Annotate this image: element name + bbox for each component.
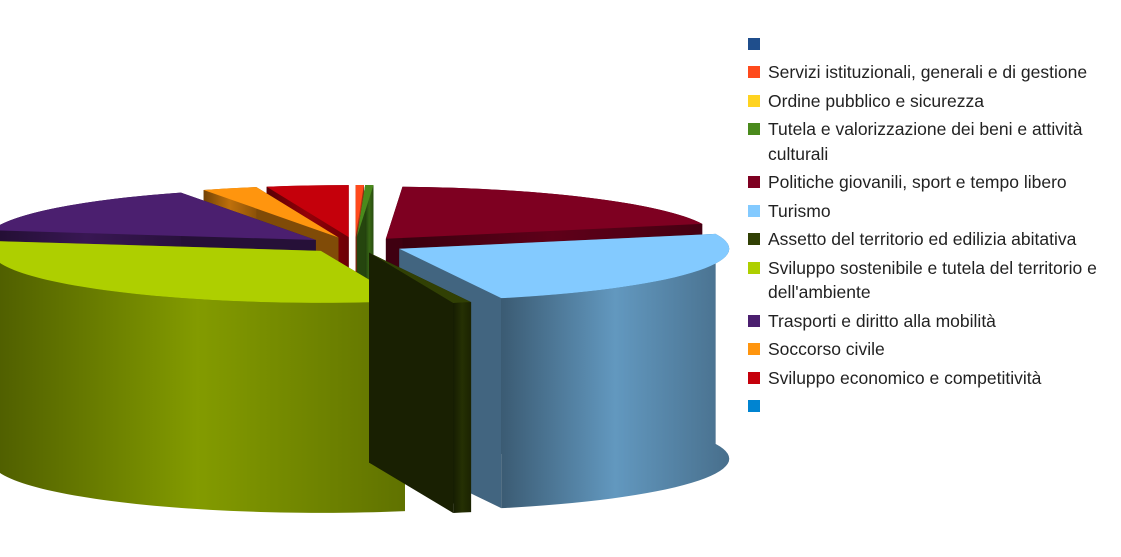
legend-label: Trasporti e diritto alla mobilità bbox=[768, 310, 996, 331]
legend-item: Soccorso civile bbox=[748, 337, 1116, 362]
legend-swatch bbox=[748, 343, 760, 355]
pie-slice-top bbox=[203, 187, 339, 238]
pie-slice-wall bbox=[369, 252, 454, 513]
legend-label: Soccorso civile bbox=[768, 339, 885, 359]
legend-swatch bbox=[748, 371, 760, 384]
pie-slice-top bbox=[369, 252, 472, 303]
legend-swatch bbox=[748, 204, 760, 217]
legend-label: Sviluppo economico e competitività bbox=[768, 367, 1042, 388]
legend-item: Trasporti e diritto alla mobilità bbox=[748, 309, 1116, 334]
pie-slice-top bbox=[266, 185, 349, 238]
legend-swatch bbox=[748, 176, 760, 188]
legend-item bbox=[748, 394, 1116, 418]
legend-label: Politiche giovanili, sport e tempo liber… bbox=[768, 172, 1067, 192]
legend-swatch bbox=[748, 123, 760, 135]
legend-item: Sviluppo sostenibile e tutela del territ… bbox=[748, 256, 1116, 305]
legend-label: Sviluppo sostenibile e tutela del territ… bbox=[768, 257, 1097, 303]
pie-slice-top bbox=[356, 185, 374, 238]
legend-item: Servizi istituzionali, generali e di ges… bbox=[748, 60, 1116, 85]
legend-item bbox=[748, 32, 1116, 56]
legend-label: Servizi istituzionali, generali e di ges… bbox=[768, 62, 1088, 82]
pie-slice-top bbox=[385, 186, 703, 239]
pie-slice-side bbox=[0, 262, 405, 513]
legend-swatch bbox=[748, 314, 760, 327]
pie-slice-side bbox=[453, 302, 472, 513]
legend-swatch bbox=[748, 233, 760, 245]
legend-swatch bbox=[748, 66, 760, 78]
pie-slice bbox=[369, 252, 472, 513]
legend-item: Politiche giovanili, sport e tempo liber… bbox=[748, 170, 1116, 195]
pie-slice-side bbox=[501, 233, 730, 509]
legend-label: Tutela e valorizzazione dei beni e attiv… bbox=[768, 119, 1083, 164]
pie-slice-top bbox=[355, 185, 364, 238]
legend: Servizi istituzionali, generali e di ges… bbox=[748, 32, 1116, 422]
legend-label: Ordine pubblico e sicurezza bbox=[768, 90, 984, 111]
pie-slice bbox=[399, 233, 730, 509]
legend-item: Ordine pubblico e sicurezza bbox=[748, 89, 1116, 114]
pie-slice-top bbox=[399, 233, 730, 299]
pie-chart bbox=[0, 185, 730, 513]
pie-slice-top bbox=[0, 241, 405, 303]
pie-slice bbox=[0, 241, 405, 513]
legend-label: Turismo bbox=[768, 200, 831, 221]
legend-label: Assetto del territorio ed edilizia abita… bbox=[768, 229, 1077, 249]
legend-item: Assetto del territorio ed edilizia abita… bbox=[748, 227, 1116, 252]
legend-item: Turismo bbox=[748, 199, 1116, 224]
legend-item: Sviluppo economico e competitività bbox=[748, 366, 1116, 391]
legend-swatch bbox=[748, 38, 760, 50]
legend-item: Tutela e valorizzazione dei beni e attiv… bbox=[748, 117, 1116, 166]
pie-slice-top bbox=[0, 192, 316, 241]
legend-swatch bbox=[748, 400, 760, 412]
legend-swatch bbox=[748, 261, 760, 274]
legend-swatch bbox=[748, 94, 760, 107]
